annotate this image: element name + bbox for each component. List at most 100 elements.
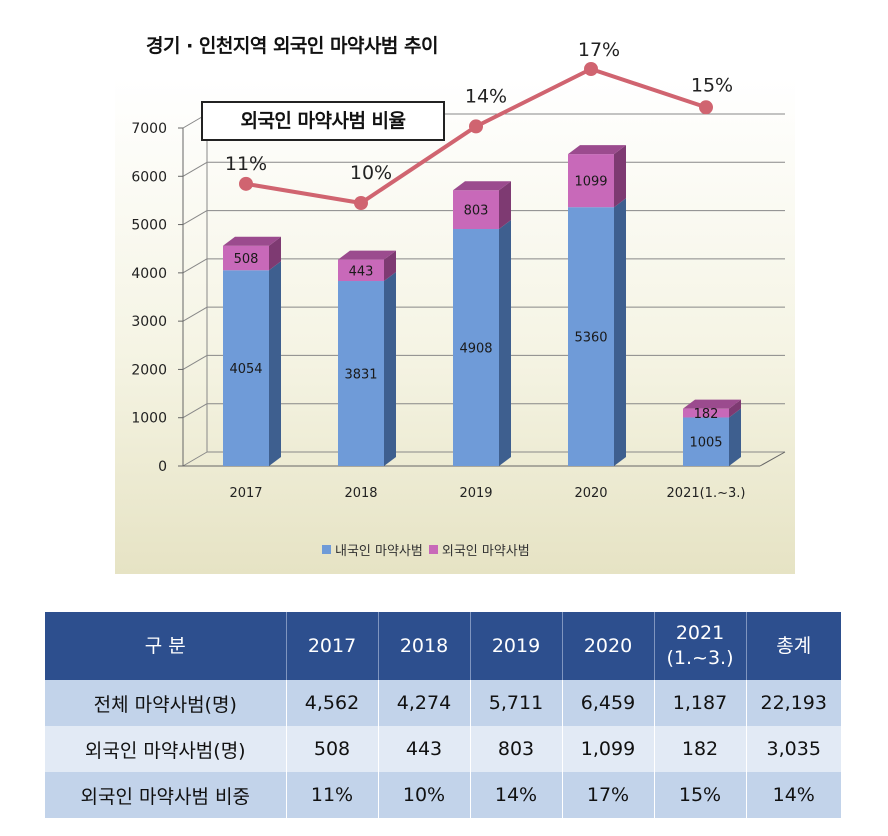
table-header-2021-period: (1.~3.): [666, 647, 734, 669]
chart-svg: 0 1000 2000 3000 4000 5000 6000 7000 4054 508 2017…: [131, 39, 786, 501]
bar-domestic: [453, 229, 499, 466]
bar-foreign-side: [499, 181, 511, 230]
table-cell: 3,035: [746, 726, 841, 772]
table-header-2019: 2019: [470, 612, 563, 680]
ratio-point: [354, 196, 368, 210]
legend-item-domestic: 내국인 마약사범: [322, 540, 423, 559]
bar-label-foreign: 508: [234, 252, 259, 267]
table-cell: 4,274: [378, 680, 471, 726]
bar-label-domestic: 4908: [459, 342, 492, 357]
table-header-2017: 2017: [286, 612, 379, 680]
bar-label-domestic: 1005: [689, 436, 722, 451]
table-cell: 14%: [746, 772, 841, 818]
bar-foreign-side: [729, 399, 741, 418]
bar-top: [223, 236, 281, 246]
ratio-point: [239, 176, 253, 191]
table-header-2018: 2018: [378, 612, 471, 680]
y-tick-label: 0: [158, 459, 167, 475]
summary-table: 구 분 2017 2018 2019 2020 2021 (1.~3.) 총계 …: [45, 612, 841, 818]
bar-foreign-side: [384, 250, 396, 282]
table-cell: 17%: [562, 772, 655, 818]
table-cell: 11%: [286, 772, 379, 818]
table-cell: 10%: [378, 772, 471, 818]
y-tick-label: 2000: [131, 362, 167, 378]
bar-domestic-side: [384, 272, 396, 466]
gridline-depth: [182, 258, 208, 274]
table-cell: 508: [286, 726, 379, 772]
bar-foreign: [223, 245, 269, 271]
table-cell: 14%: [470, 772, 563, 818]
bar-top: [338, 250, 396, 260]
y-tick-label: 6000: [131, 169, 167, 185]
x-axis-depth: [759, 451, 786, 467]
table-row-label: 전체 마약사범(명): [45, 680, 287, 726]
table-cell: 22,193: [746, 680, 841, 726]
bar-domestic-side: [729, 408, 741, 466]
bar-top: [683, 399, 741, 409]
bar-domestic-side: [499, 220, 511, 466]
x-tick-label: 2018: [344, 486, 377, 501]
bar-foreign-side: [614, 145, 626, 208]
bar-top: [568, 145, 626, 155]
table-header-total: 총계: [746, 612, 841, 680]
y-tick-label: 3000: [131, 314, 167, 330]
table-cell: 4,562: [286, 680, 379, 726]
gridline-depth: [182, 161, 208, 177]
x-tick-label: 2019: [459, 486, 492, 501]
ratio-point: [469, 119, 483, 134]
legend-label-foreign: 외국인 마약사범: [441, 544, 530, 559]
ratio-point: [699, 100, 713, 115]
ratio-label: 14%: [465, 85, 507, 107]
bar-label-domestic: 5360: [574, 331, 607, 346]
bar-foreign: [338, 259, 384, 282]
x-tick-label: 2020: [574, 486, 607, 501]
bar-top: [453, 181, 511, 191]
chart-title: 경기 · 인천지역 외국인 마약사범 추이: [146, 35, 439, 57]
bar-foreign: [683, 408, 729, 418]
bar-label-foreign: 182: [694, 407, 719, 422]
bar-domestic-side: [614, 198, 626, 466]
bar-domestic: [568, 207, 614, 466]
gridline-depth: [182, 403, 208, 419]
bar-foreign-side: [269, 236, 281, 271]
table-header-category: 구 분: [45, 612, 287, 680]
gridline-depth: [182, 306, 208, 322]
gridline-depth: [182, 210, 208, 226]
table-cell: 5,711: [470, 680, 563, 726]
bar-foreign: [453, 190, 499, 230]
legend: 내국인 마약사범 외국인 마약사범: [322, 540, 530, 559]
bar-label-foreign: 443: [349, 264, 374, 279]
table-cell: 182: [654, 726, 747, 772]
x-tick-label: 2021(1.~3.): [667, 486, 746, 501]
ratio-label: 10%: [350, 162, 392, 184]
table-cell: 1,099: [562, 726, 655, 772]
table-cell: 15%: [654, 772, 747, 818]
y-tick-label: 5000: [131, 218, 167, 234]
ratio-label: 11%: [225, 153, 267, 175]
table-cell: 803: [470, 726, 563, 772]
table-row: 외국인 마약사범 비중 11% 10% 14% 17% 15% 14%: [45, 772, 841, 818]
table-header-2020: 2020: [562, 612, 655, 680]
table-cell: 1,187: [654, 680, 747, 726]
bar-domestic: [338, 281, 384, 466]
ratio-point: [584, 62, 598, 76]
table-cell: 6,459: [562, 680, 655, 726]
gridline-depth: [182, 451, 208, 467]
table-row-label: 외국인 마약사범 비중: [45, 772, 287, 818]
table-row-label: 외국인 마약사범(명): [45, 726, 287, 772]
bar-domestic: [223, 270, 269, 466]
bar-domestic: [683, 417, 729, 466]
bar-label-foreign: 803: [464, 204, 489, 219]
y-tick-label: 4000: [131, 266, 167, 282]
y-tick-label: 7000: [131, 121, 167, 137]
x-tick-label: 2017: [229, 486, 262, 501]
ratio-label: 17%: [578, 39, 620, 61]
ratio-label: 15%: [691, 74, 733, 96]
table-row: 외국인 마약사범(명) 508 443 803 1,099 182 3,035: [45, 726, 841, 772]
bar-foreign: [568, 154, 614, 208]
legend-label-domestic: 내국인 마약사범: [335, 544, 423, 559]
table-row: 전체 마약사범(명) 4,562 4,274 5,711 6,459 1,187…: [45, 680, 841, 726]
table-header-2021-year: 2021: [675, 622, 725, 644]
legend-swatch-foreign: [428, 545, 438, 554]
legend-swatch-domestic: [322, 545, 331, 554]
